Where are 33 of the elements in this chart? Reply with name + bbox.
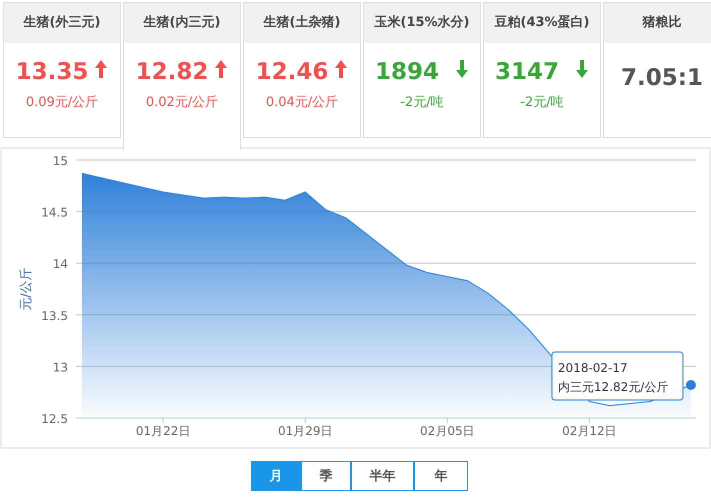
y-tick-label: 14.5 xyxy=(41,206,68,220)
y-tick-label: 13 xyxy=(52,360,68,374)
category-label: 玉米(15%水分) xyxy=(364,3,480,43)
category-label: 生猪(外三元) xyxy=(4,3,120,43)
text: 13.35 xyxy=(16,59,88,85)
x-tick-label: 01月29日 xyxy=(278,424,332,438)
text: 月 xyxy=(251,461,301,491)
text: 7.05:1 xyxy=(621,65,703,91)
text: 1894 xyxy=(374,59,439,85)
text: 3147 xyxy=(494,59,559,85)
x-tick-label: 02月05日 xyxy=(420,424,475,438)
text: 12.46 xyxy=(256,59,328,85)
text: 半年 xyxy=(351,461,414,491)
annotation: 2018-02-17 内三元12.82元/公斤 xyxy=(558,360,668,394)
y-tick-label: 14 xyxy=(52,257,68,272)
text: -2元/吨 xyxy=(519,94,565,111)
text: 季 xyxy=(301,461,351,491)
y-axis-title: 元/公斤 xyxy=(19,267,34,311)
category-label: 猪粮比 xyxy=(604,3,711,43)
y-tick-label: 13.5 xyxy=(41,308,68,323)
x-tick-label: 02月12日 xyxy=(562,424,617,438)
text: 12.82 xyxy=(136,59,208,85)
text: 0.04元/公斤 xyxy=(264,94,340,111)
category-label: 生猪(土杂猪) xyxy=(244,3,360,43)
text: 年 xyxy=(414,461,468,491)
y-tick-label: 15 xyxy=(52,154,68,168)
x-tick-label: 01月22日 xyxy=(136,424,190,438)
category-label: 豆粕(43%蛋白) xyxy=(484,3,600,43)
text: 0.02元/公斤 xyxy=(144,94,220,111)
y-tick-label: 12.5 xyxy=(41,412,68,426)
category-label: 生猪(内三元) xyxy=(124,3,240,43)
text: 0.09元/公斤 xyxy=(24,94,100,111)
text: -2元/吨 xyxy=(399,94,445,111)
